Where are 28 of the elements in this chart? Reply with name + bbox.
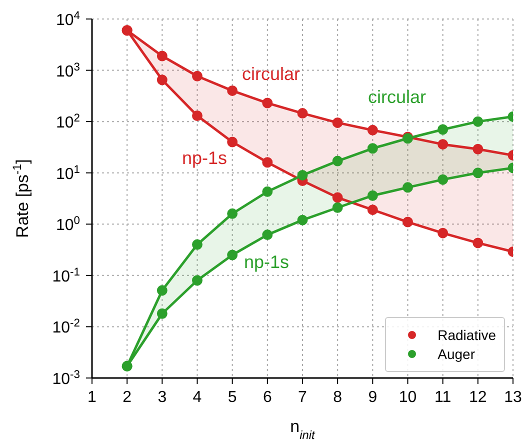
x-tick-label: 3 [158,389,167,406]
x-tick-label: 13 [504,389,522,406]
x-tick-label: 2 [122,389,132,406]
y-tick-label: 10$^{1}$ [56,164,80,183]
y-tick-label: 10$^{-2}$ [52,318,80,337]
legend-label: Auger [438,346,475,362]
x-tick-label: 7 [298,389,308,406]
legend-label: Radiative [438,327,496,343]
y-tick-label: 10$^{3}$ [56,61,80,80]
x-tick-label: 9 [368,389,378,406]
y-tick-label: 10$^{4}$ [56,10,80,29]
y-tick-label: 10$^{2}$ [56,112,80,132]
annotation: np-1s [244,252,290,273]
y-tick-label: 10$^{-3}$ [52,369,80,388]
annotation: circular [368,87,426,108]
x-tick-label: 5 [228,389,237,406]
x-tick-label: 11 [434,389,452,406]
x-tick-label: 12 [469,389,487,406]
x-tick-label: 8 [333,389,342,406]
annotation: np-1s [182,148,228,169]
x-tick-label: 10 [398,389,417,406]
x-tick-label: 4 [192,389,202,406]
y-tick-label: 10$^{0}$ [56,215,80,234]
x-tick-label: 1 [88,389,97,406]
x-axis-title: n$_{init}$ [290,417,316,442]
y-tick-label: 10$^{-1}$ [52,266,80,286]
x-tick-label: 6 [262,389,272,406]
annotation: circular [242,64,300,85]
